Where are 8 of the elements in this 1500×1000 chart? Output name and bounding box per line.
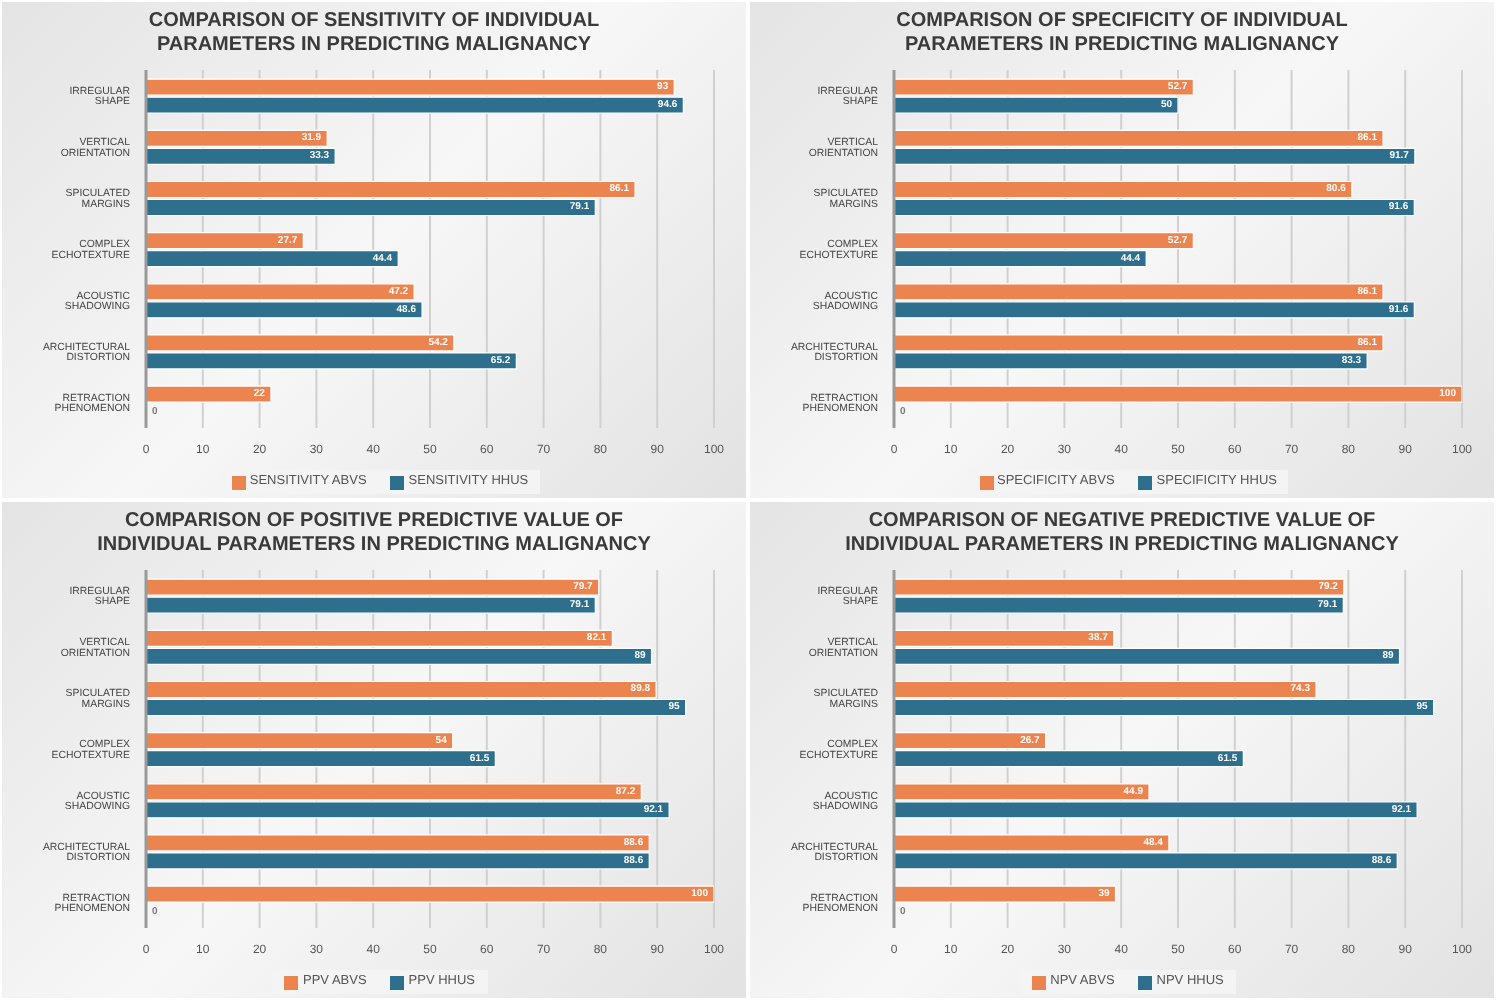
bar (894, 385, 1462, 403)
chart-title: COMPARISON OF NEGATIVE PREDICTIVE VALUE OF INDIVIDUAL PARAMETERS IN PREDICTING MALIGNANCY (843, 510, 1401, 560)
bar (146, 885, 714, 903)
chart-title: COMPARISON OF SENSITIVITY OF INDIVIDUAL PARAMETERS IN PREDICTING MALIGNANCY (146, 10, 602, 60)
chart-title: COMPARISON OF POSITIVE PREDICTIVE VALUE OF INDIVIDUAL PARAMETERS IN PREDICTING MALIGNANCY (95, 510, 653, 560)
bar (146, 385, 272, 403)
chart-title: COMPARISON OF SPECIFICITY OF INDIVIDUAL PARAMETERS IN PREDICTING MALIGNANCY (894, 10, 1350, 60)
bar (894, 885, 1117, 903)
